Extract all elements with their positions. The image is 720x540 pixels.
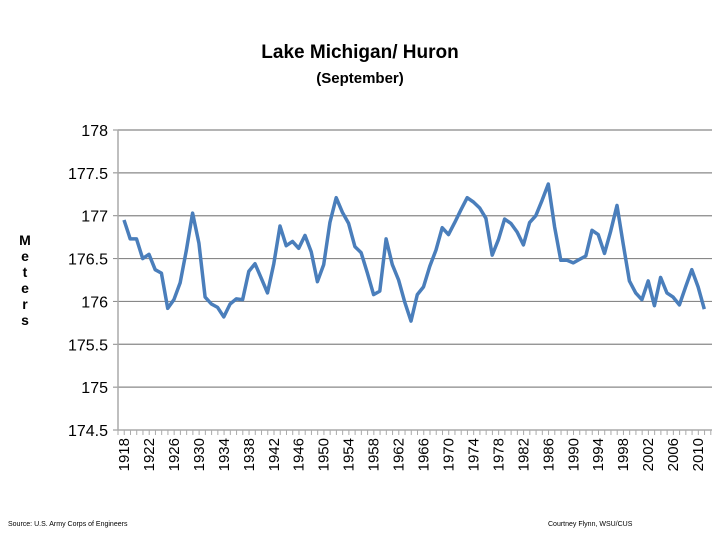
x-tick-label: 1958 <box>366 438 383 471</box>
y-axis-label-letter: t <box>22 264 28 280</box>
x-tick-label: 1986 <box>540 438 557 471</box>
x-tick-label: 1926 <box>166 438 183 471</box>
chart-title: Lake Michigan/ Huron <box>261 42 459 63</box>
y-axis-label-letter: M <box>19 232 31 248</box>
x-tick-label: 1942 <box>266 438 283 471</box>
x-tick-label: 1934 <box>216 438 233 471</box>
x-tick-label: 1982 <box>515 438 532 471</box>
x-tick-label: 1974 <box>465 438 482 471</box>
series-line <box>122 182 706 323</box>
credit-note: Courtney Flynn, WSU/CUS <box>548 521 633 528</box>
x-tick-label: 1946 <box>291 438 308 471</box>
y-tick-label: 177.5 <box>68 166 108 183</box>
x-tick-label: 1950 <box>316 438 333 471</box>
y-tick-label: 178 <box>81 123 108 140</box>
x-tick-label: 1954 <box>341 438 358 471</box>
x-tick-label: 1970 <box>440 438 457 471</box>
y-tick-label: 175 <box>81 380 108 397</box>
y-tick-label: 176 <box>81 294 108 311</box>
y-axis-label-letter: e <box>21 248 29 264</box>
x-tick-label: 1990 <box>565 438 582 471</box>
x-tick-label: 2006 <box>665 438 682 471</box>
x-tick-label: 1962 <box>391 438 408 471</box>
x-tick-label: 1930 <box>191 438 208 471</box>
y-tick-label: 175.5 <box>68 337 108 354</box>
x-tick-label: 1938 <box>241 438 258 471</box>
x-tick-label: 1978 <box>490 438 507 471</box>
chart-subtitle: (September) <box>316 70 404 87</box>
y-axis-label-letter: e <box>21 280 29 296</box>
x-tick-label: 2010 <box>690 438 707 471</box>
y-axis-label-letter: r <box>22 296 28 312</box>
y-tick-label: 174.5 <box>68 423 108 440</box>
x-tick-label: 2002 <box>640 438 657 471</box>
x-tick-label: 1922 <box>141 438 158 471</box>
x-tick-label: 1918 <box>116 438 133 471</box>
y-axis-label-letter: s <box>21 312 29 328</box>
y-tick-label: 177 <box>81 209 108 226</box>
x-tick-label: 1998 <box>615 438 632 471</box>
x-tick-label: 1994 <box>590 438 607 471</box>
x-tick-label: 1966 <box>416 438 433 471</box>
source-note: Source: U.S. Army Corps of Engineers <box>8 521 128 528</box>
y-tick-label: 176.5 <box>68 252 108 269</box>
